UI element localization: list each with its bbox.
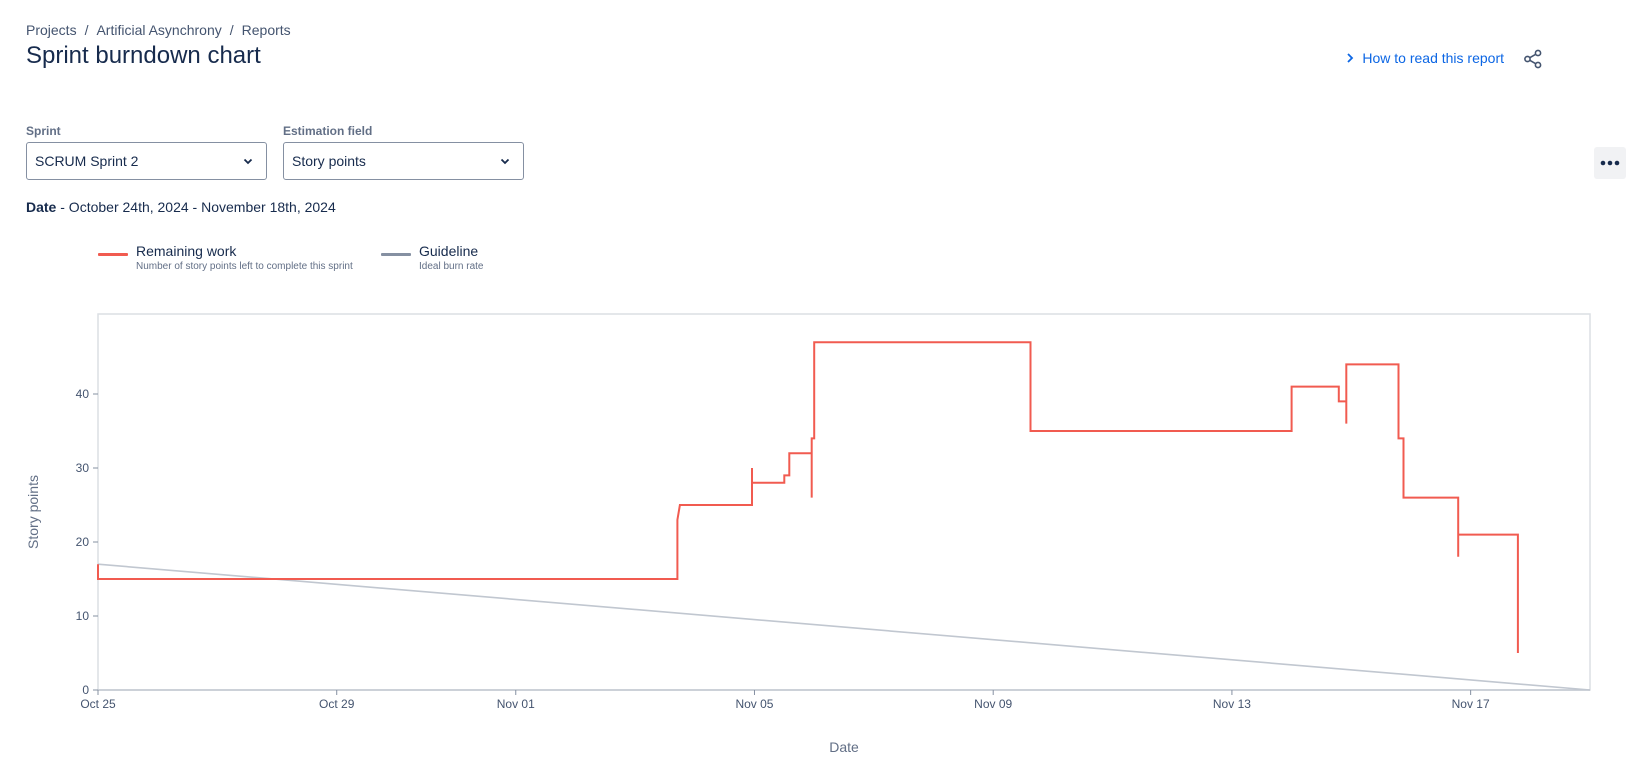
guideline-line <box>97 563 1591 691</box>
legend-swatch <box>381 253 411 256</box>
breadcrumb-project[interactable]: Artificial Asynchrony <box>96 22 222 38</box>
y-tick-label: 10 <box>76 609 90 623</box>
share-button[interactable] <box>1520 46 1546 72</box>
date-range: Date - October 24th, 2024 - November 18t… <box>26 199 336 215</box>
y-tick-label: 0 <box>82 683 89 697</box>
x-tick-label: Oct 25 <box>80 697 116 711</box>
chevron-right-icon <box>1347 53 1354 63</box>
y-axis-title: Story points <box>25 475 41 549</box>
estimation-field-select[interactable]: Story points <box>283 142 524 180</box>
x-tick-label: Nov 17 <box>1452 697 1490 711</box>
chevron-down-icon <box>243 158 253 165</box>
more-actions-button[interactable] <box>1594 147 1626 179</box>
x-tick-label: Nov 05 <box>735 697 773 711</box>
sprint-label: Sprint <box>26 124 61 138</box>
legend-remaining-work: Remaining work Number of story points le… <box>98 242 353 274</box>
how-to-read-link[interactable]: How to read this report <box>1344 50 1504 66</box>
breadcrumb: Projects / Artificial Asynchrony / Reports <box>26 22 291 38</box>
share-icon <box>1524 49 1542 69</box>
legend-swatch <box>98 253 128 256</box>
sprint-value: SCRUM Sprint 2 <box>35 153 139 169</box>
x-tick-label: Nov 09 <box>974 697 1012 711</box>
legend-description: Number of story points left to complete … <box>136 261 353 272</box>
x-tick-label: Nov 01 <box>497 697 535 711</box>
breadcrumb-projects[interactable]: Projects <box>26 22 77 38</box>
estimation-field-label: Estimation field <box>283 124 373 138</box>
sprint-select[interactable]: SCRUM Sprint 2 <box>26 142 267 180</box>
x-axis-title: Date <box>829 739 859 755</box>
breadcrumb-separator: / <box>84 22 89 38</box>
y-tick-label: 30 <box>76 461 90 475</box>
chevron-down-icon <box>500 158 510 165</box>
estimation-field-value: Story points <box>292 153 366 169</box>
x-tick-label: Oct 29 <box>319 697 355 711</box>
breadcrumb-reports[interactable]: Reports <box>241 22 291 38</box>
plot-frame <box>97 313 1591 691</box>
breadcrumb-separator: / <box>229 22 234 38</box>
page-title: Sprint burndown chart <box>26 42 261 69</box>
remaining-work-line <box>97 341 1519 653</box>
how-to-read-label: How to read this report <box>1362 50 1504 66</box>
legend-description: Ideal burn rate <box>419 261 484 272</box>
burndown-chart: 0 10 20 30 40 Oct 25 Oct 29 Nov 01 Nov 05 Nov 09 N… <box>25 313 1591 755</box>
more-icon <box>1600 160 1620 166</box>
legend-guideline: Guideline Ideal burn rate <box>381 242 484 274</box>
date-range-label: Date <box>26 199 57 215</box>
date-range-value: - October 24th, 2024 - November 18th, 20… <box>60 199 336 215</box>
y-tick-label: 40 <box>76 387 90 401</box>
legend-title: Guideline <box>419 243 479 259</box>
x-tick-label: Nov 13 <box>1213 697 1251 711</box>
legend-title: Remaining work <box>136 243 237 259</box>
y-tick-label: 20 <box>76 535 90 549</box>
